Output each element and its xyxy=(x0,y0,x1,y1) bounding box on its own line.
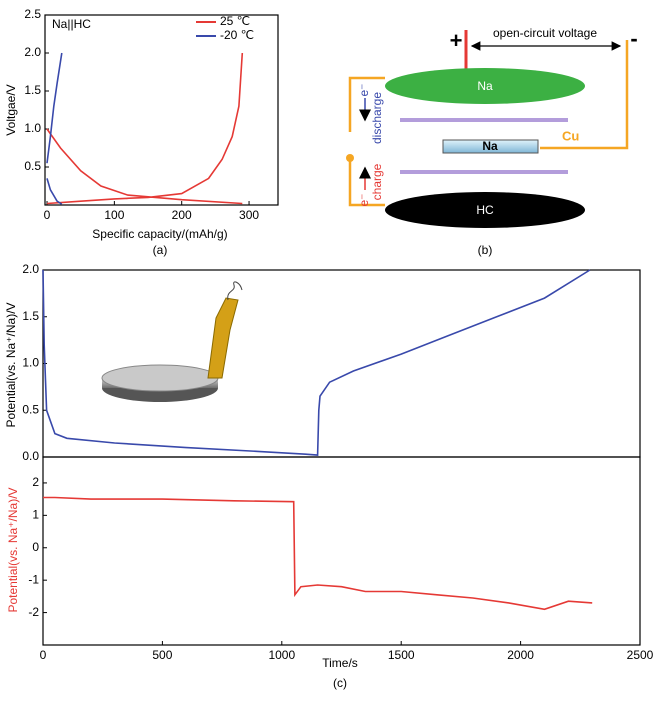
x-tick-label: 300 xyxy=(239,208,259,222)
minus-sign: - xyxy=(630,26,637,51)
voltage-label: open-circuit voltage xyxy=(493,26,597,40)
y-axis-label: Voltgae/V xyxy=(4,84,18,135)
plus-sign: + xyxy=(450,28,463,53)
y-tick-label: 1.0 xyxy=(24,121,41,135)
electron-label: e⁻ xyxy=(357,193,371,206)
x-tick-label: 100 xyxy=(104,208,124,222)
annotation: Na||HC xyxy=(52,17,91,31)
cu-wire xyxy=(540,40,629,150)
legend-label: -20 ℃ xyxy=(220,28,254,42)
plot-frame xyxy=(42,456,641,646)
na-bar xyxy=(442,139,539,154)
y-tick-label: 2.0 xyxy=(22,262,39,276)
coin-cell-photo xyxy=(101,281,243,402)
discharge-label: discharge xyxy=(370,92,384,144)
electron-label: e⁻ xyxy=(357,83,371,96)
plot-frame xyxy=(44,14,279,206)
x-tick-label: 0 xyxy=(44,208,51,222)
y-tick-label: 0.5 xyxy=(24,159,41,173)
x-tick-label: 500 xyxy=(152,648,172,662)
x-tick-label: 1000 xyxy=(268,648,295,662)
y-tick-label: 1 xyxy=(32,508,39,522)
y-tick-label: 1.5 xyxy=(24,83,41,97)
y-axis-label: Potential(vs. Na⁺/Na)/V xyxy=(4,302,18,427)
y-tick-label: -2 xyxy=(28,605,39,619)
electrode-label: Na xyxy=(477,79,493,93)
coin-top xyxy=(101,364,219,392)
caption: (b) xyxy=(478,243,493,257)
y-tick-label: 2.5 xyxy=(24,7,41,21)
hc-electrode xyxy=(385,192,585,228)
y-tick-label: 0 xyxy=(32,540,39,554)
electrode-label: Na xyxy=(482,139,498,153)
data-line xyxy=(46,52,63,205)
y-axis-label: Potential(vs. Na⁺/Na)/V xyxy=(6,487,20,612)
legend-label: 25 ℃ xyxy=(220,14,250,28)
plot-frame xyxy=(42,269,641,458)
tab xyxy=(207,297,239,379)
data-line xyxy=(42,269,591,456)
y-tick-label: 0.0 xyxy=(22,449,39,463)
x-tick-label: 200 xyxy=(172,208,192,222)
charge-label: charge xyxy=(370,163,384,200)
wire-dot xyxy=(346,154,354,162)
x-axis-label: Time/s xyxy=(322,656,358,670)
x-tick-label: 2000 xyxy=(507,648,534,662)
x-tick-label: 2500 xyxy=(627,648,654,662)
x-axis-label: Specific capacity/(mAh/g) xyxy=(92,227,227,241)
diagram: + - open-circuit voltage Na e⁻ discharge… xyxy=(346,26,638,257)
cu-label: Cu xyxy=(562,128,579,143)
y-tick-label: 2.0 xyxy=(24,45,41,59)
charge-wire xyxy=(348,158,385,207)
electrode-label: HC xyxy=(476,203,494,217)
y-tick-label: 2 xyxy=(32,475,39,489)
caption: (a) xyxy=(153,243,168,257)
na-electrode xyxy=(385,68,585,104)
y-tick-label: 1.5 xyxy=(22,309,39,323)
y-tick-label: -1 xyxy=(28,572,39,586)
x-tick-label: 0 xyxy=(40,648,47,662)
data-line xyxy=(43,496,593,611)
wire xyxy=(227,281,243,301)
y-tick-label: 1.0 xyxy=(22,356,39,370)
discharge-wire xyxy=(348,76,385,132)
caption: (c) xyxy=(333,676,347,690)
y-tick-label: 0.5 xyxy=(22,402,39,416)
x-tick-label: 1500 xyxy=(388,648,415,662)
data-line xyxy=(46,52,244,205)
